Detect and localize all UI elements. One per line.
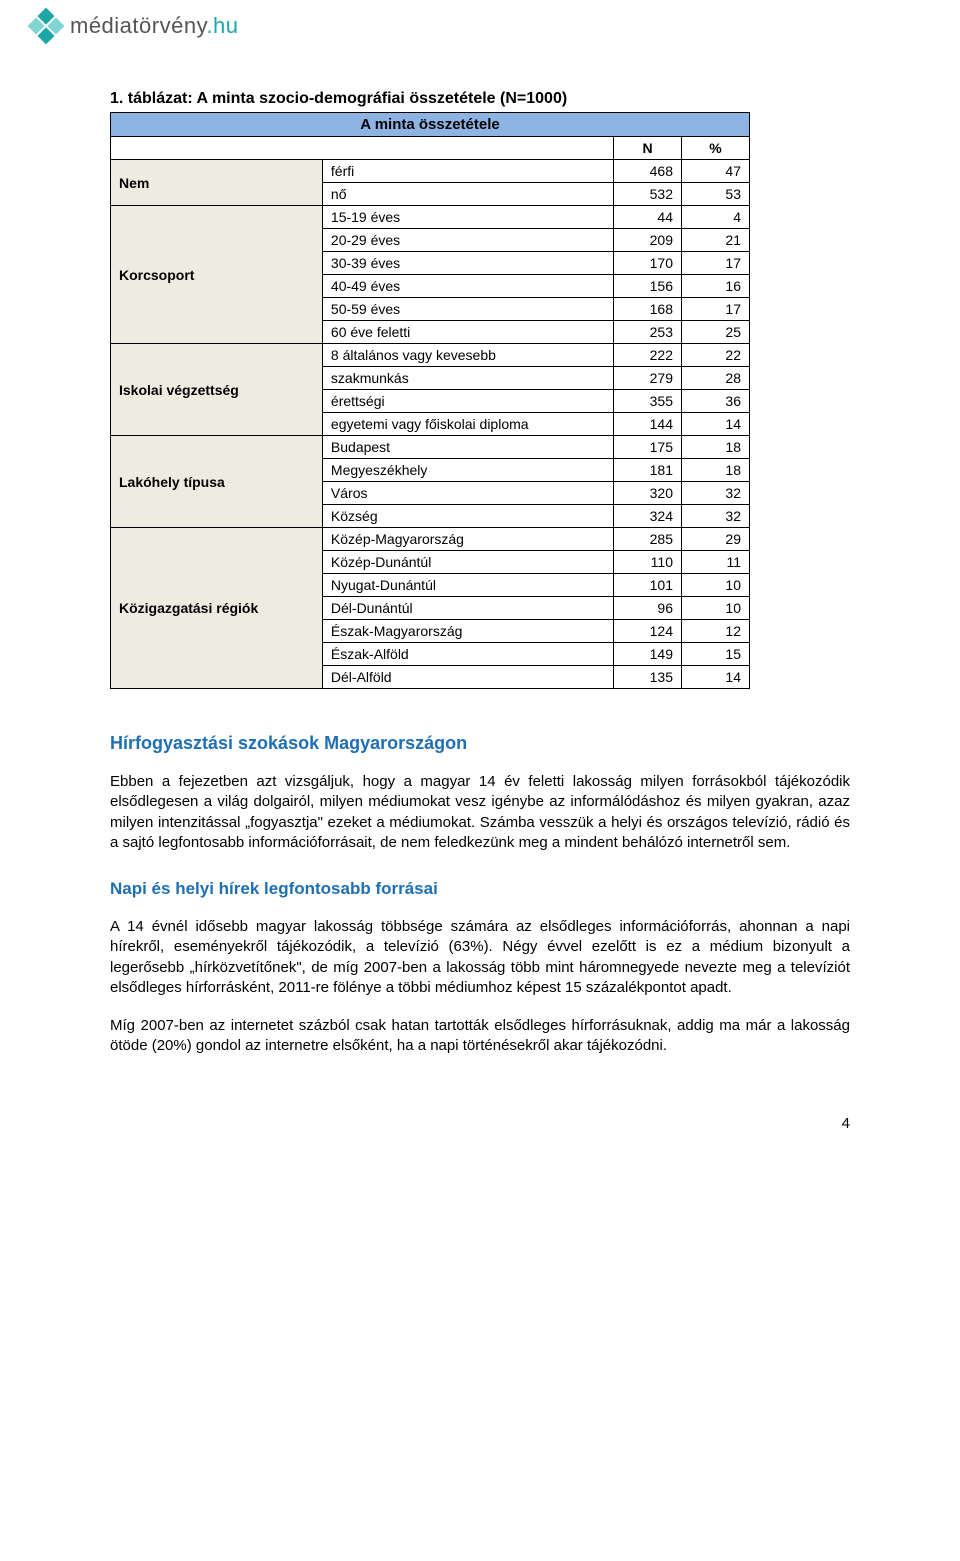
- paragraph-3: Míg 2007-ben az internetet százból csak …: [110, 1016, 850, 1057]
- label-cell: szakmunkás: [322, 367, 613, 390]
- brand-name-main: médiatörvény: [70, 13, 206, 38]
- n-cell: 101: [614, 574, 682, 597]
- label-cell: Dél-Alföld: [322, 666, 613, 689]
- label-cell: egyetemi vagy főiskolai diploma: [322, 413, 613, 436]
- table-row: Nemférfi46847: [111, 160, 750, 183]
- brand-name-suffix: .hu: [206, 13, 238, 38]
- group-cell: Iskolai végzettség: [111, 344, 323, 436]
- label-cell: Nyugat-Dunántúl: [322, 574, 613, 597]
- pct-cell: 14: [682, 413, 750, 436]
- n-cell: 149: [614, 643, 682, 666]
- table-caption: 1. táblázat: A minta szocio-demográfiai …: [110, 90, 850, 108]
- label-cell: Budapest: [322, 436, 613, 459]
- table-column-header-row: N %: [111, 137, 750, 160]
- n-cell: 181: [614, 459, 682, 482]
- n-cell: 156: [614, 275, 682, 298]
- pct-cell: 22: [682, 344, 750, 367]
- pct-cell: 47: [682, 160, 750, 183]
- n-cell: 170: [614, 252, 682, 275]
- label-cell: érettségi: [322, 390, 613, 413]
- n-cell: 124: [614, 620, 682, 643]
- n-cell: 320: [614, 482, 682, 505]
- n-cell: 253: [614, 321, 682, 344]
- paragraph-2: A 14 évnél idősebb magyar lakosság többs…: [110, 917, 850, 998]
- label-cell: 20-29 éves: [322, 229, 613, 252]
- table-title-row: A minta összetétele: [111, 113, 750, 137]
- label-cell: Dél-Dunántúl: [322, 597, 613, 620]
- n-cell: 96: [614, 597, 682, 620]
- table-row: Korcsoport15-19 éves444: [111, 206, 750, 229]
- page-content: 1. táblázat: A minta szocio-demográfiai …: [0, 52, 960, 1115]
- label-cell: Közép-Magyarország: [322, 528, 613, 551]
- n-cell: 468: [614, 160, 682, 183]
- demographics-table: A minta összetétele N % Nemférfi46847nő5…: [110, 112, 750, 689]
- group-cell: Korcsoport: [111, 206, 323, 344]
- label-cell: 30-39 éves: [322, 252, 613, 275]
- pct-cell: 29: [682, 528, 750, 551]
- n-cell: 279: [614, 367, 682, 390]
- label-cell: Község: [322, 505, 613, 528]
- pct-cell: 12: [682, 620, 750, 643]
- heading-napi-hirek: Napi és helyi hírek legfontosabb forrása…: [110, 879, 850, 899]
- n-cell: 355: [614, 390, 682, 413]
- label-cell: Város: [322, 482, 613, 505]
- pct-cell: 10: [682, 574, 750, 597]
- pct-cell: 4: [682, 206, 750, 229]
- pct-cell: 17: [682, 298, 750, 321]
- label-cell: Közép-Dunántúl: [322, 551, 613, 574]
- pct-cell: 18: [682, 459, 750, 482]
- pct-cell: 14: [682, 666, 750, 689]
- label-cell: 8 általános vagy kevesebb: [322, 344, 613, 367]
- label-cell: 15-19 éves: [322, 206, 613, 229]
- label-cell: férfi: [322, 160, 613, 183]
- label-cell: 50-59 éves: [322, 298, 613, 321]
- brand-logo-text: médiatörvény.hu: [70, 13, 239, 39]
- table-col-pct: %: [682, 137, 750, 160]
- n-cell: 222: [614, 344, 682, 367]
- table-col-blank: [111, 137, 614, 160]
- n-cell: 110: [614, 551, 682, 574]
- group-cell: Lakóhely típusa: [111, 436, 323, 528]
- pct-cell: 17: [682, 252, 750, 275]
- table-row: Iskolai végzettség8 általános vagy keves…: [111, 344, 750, 367]
- table-col-n: N: [614, 137, 682, 160]
- n-cell: 44: [614, 206, 682, 229]
- label-cell: Megyeszékhely: [322, 459, 613, 482]
- brand-logo-icon: [26, 6, 66, 46]
- brand-header: médiatörvény.hu: [0, 0, 960, 52]
- pct-cell: 16: [682, 275, 750, 298]
- pct-cell: 32: [682, 482, 750, 505]
- n-cell: 532: [614, 183, 682, 206]
- label-cell: nő: [322, 183, 613, 206]
- label-cell: 60 éve feletti: [322, 321, 613, 344]
- table-row: Közigazgatási régiókKözép-Magyarország28…: [111, 528, 750, 551]
- table-row: Lakóhely típusaBudapest17518: [111, 436, 750, 459]
- pct-cell: 36: [682, 390, 750, 413]
- pct-cell: 10: [682, 597, 750, 620]
- n-cell: 135: [614, 666, 682, 689]
- pct-cell: 18: [682, 436, 750, 459]
- pct-cell: 15: [682, 643, 750, 666]
- n-cell: 209: [614, 229, 682, 252]
- table-header-title: A minta összetétele: [111, 113, 750, 137]
- n-cell: 324: [614, 505, 682, 528]
- paragraph-1: Ebben a fejezetben azt vizsgáljuk, hogy …: [110, 772, 850, 853]
- pct-cell: 28: [682, 367, 750, 390]
- label-cell: Észak-Magyarország: [322, 620, 613, 643]
- n-cell: 175: [614, 436, 682, 459]
- label-cell: Észak-Alföld: [322, 643, 613, 666]
- pct-cell: 25: [682, 321, 750, 344]
- heading-hirfogyasztas: Hírfogyasztási szokások Magyarországon: [110, 733, 850, 754]
- pct-cell: 53: [682, 183, 750, 206]
- n-cell: 144: [614, 413, 682, 436]
- page-number: 4: [0, 1115, 960, 1152]
- n-cell: 285: [614, 528, 682, 551]
- group-cell: Nem: [111, 160, 323, 206]
- pct-cell: 32: [682, 505, 750, 528]
- n-cell: 168: [614, 298, 682, 321]
- label-cell: 40-49 éves: [322, 275, 613, 298]
- pct-cell: 11: [682, 551, 750, 574]
- pct-cell: 21: [682, 229, 750, 252]
- group-cell: Közigazgatási régiók: [111, 528, 323, 689]
